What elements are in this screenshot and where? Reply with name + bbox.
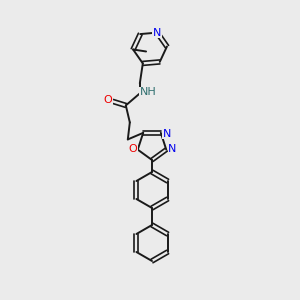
Text: O: O [128,144,137,154]
Text: N: N [153,28,161,38]
Text: O: O [103,95,112,105]
Text: N: N [163,129,171,139]
Text: N: N [168,144,176,154]
Text: NH: NH [140,87,156,98]
